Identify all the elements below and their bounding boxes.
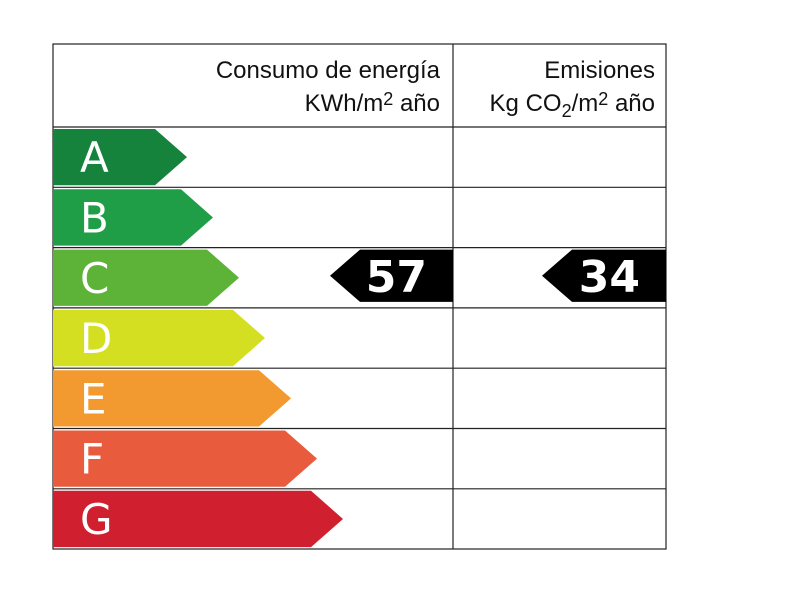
grade-letter: G xyxy=(80,495,113,544)
rating-value: 34 xyxy=(579,252,640,303)
grade-arrow xyxy=(53,490,343,548)
unit-part: 2 xyxy=(562,101,572,121)
grade-arrow xyxy=(53,309,265,367)
header-unit: KWh/m2 año xyxy=(305,89,440,117)
unit-part: 2 xyxy=(598,89,608,109)
grade-arrow xyxy=(53,129,187,186)
unit-part: Kg CO xyxy=(490,90,562,117)
grade-letter: D xyxy=(80,314,112,363)
rating-arrow xyxy=(330,249,453,302)
unit-part: 2 xyxy=(383,89,393,109)
header-title: Consumo de energía xyxy=(216,57,441,84)
unit-part: KWh/m xyxy=(305,90,384,117)
rating-arrow xyxy=(542,249,666,302)
grade-letter: C xyxy=(80,254,109,303)
grade-letter: A xyxy=(80,133,109,182)
unit-part: /m xyxy=(572,90,599,117)
grade-letter: E xyxy=(80,374,107,423)
rating-value: 57 xyxy=(366,252,427,303)
header-unit: Kg CO2/m2 año xyxy=(490,89,655,121)
grade-arrow xyxy=(53,430,317,487)
grade-letter: B xyxy=(80,193,109,242)
grade-letter: F xyxy=(80,435,104,484)
header-title: Emisiones xyxy=(544,57,655,84)
grade-arrow xyxy=(53,370,291,427)
grade-arrow xyxy=(53,189,213,246)
unit-part: año xyxy=(608,90,655,117)
grade-arrow xyxy=(53,249,239,306)
unit-part: año xyxy=(393,90,440,117)
